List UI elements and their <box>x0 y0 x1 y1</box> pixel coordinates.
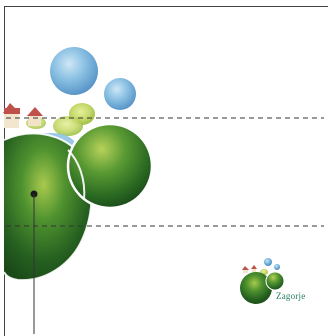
zagorje-logo-mark <box>240 258 285 304</box>
logo-wordmark: Zagorje <box>276 291 306 301</box>
large-tree-right <box>68 124 152 208</box>
river <box>4 132 78 152</box>
houses <box>3 103 43 128</box>
blue-bubble-large <box>50 47 98 95</box>
lime-bush-2 <box>53 116 83 136</box>
blue-bubble-small <box>104 78 136 110</box>
